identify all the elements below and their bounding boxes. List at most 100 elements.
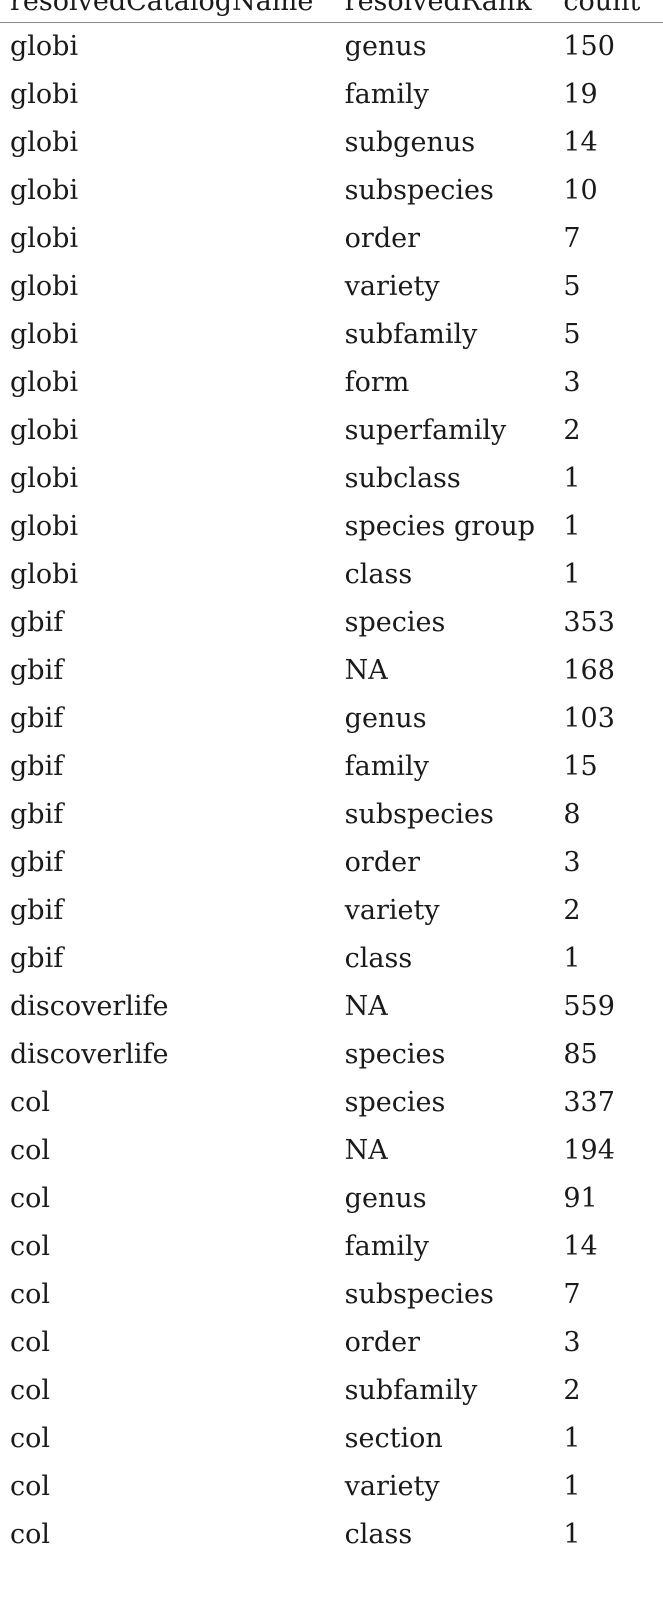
cell-count: 150: [563, 31, 615, 62]
table-row: globi class 1: [0, 551, 663, 599]
cell-count: 15: [563, 751, 598, 782]
cell-count: 1: [563, 559, 581, 590]
cell-catalog-name: globi: [10, 31, 79, 62]
table-row: col subspecies 7: [0, 1271, 663, 1319]
cell-count: 10: [563, 175, 598, 206]
cell-count: 19: [563, 79, 598, 110]
table-row: col section 1: [0, 1415, 663, 1463]
cell-count: 14: [563, 1231, 598, 1262]
cell-rank: subspecies: [344, 1279, 494, 1310]
column-header-resolved-catalog-name: resolvedCatalogName: [0, 0, 335, 23]
cell-rank: family: [344, 751, 429, 782]
table-row: col variety 1: [0, 1463, 663, 1511]
cell-count: 85: [563, 1039, 598, 1070]
cell-rank: subfamily: [344, 319, 478, 350]
cell-catalog-name: discoverlife: [10, 991, 169, 1022]
cell-count: 2: [563, 895, 581, 926]
column-header-resolved-rank: resolvedRank: [334, 0, 554, 23]
table-row: gbif variety 2: [0, 887, 663, 935]
cell-rank: family: [344, 79, 429, 110]
cell-rank: genus: [344, 1183, 427, 1214]
cell-count: 353: [563, 607, 615, 638]
cell-catalog-name: globi: [10, 175, 79, 206]
table-header: resolvedCatalogName resolvedRank count: [0, 0, 663, 23]
table-row: gbif family 15: [0, 743, 663, 791]
header-row: resolvedCatalogName resolvedRank count: [0, 0, 663, 23]
cell-rank: variety: [344, 1471, 440, 1502]
cell-catalog-name: globi: [10, 367, 79, 398]
table-row: globi order 7: [0, 215, 663, 263]
table-row: gbif species 353: [0, 599, 663, 647]
cell-catalog-name: col: [10, 1519, 51, 1550]
cell-catalog-name: gbif: [10, 607, 64, 638]
table-row: discoverlife species 85: [0, 1031, 663, 1079]
cell-catalog-name: globi: [10, 127, 79, 158]
cell-catalog-name: col: [10, 1423, 51, 1454]
cell-catalog-name: col: [10, 1135, 51, 1166]
table-row: globi species group 1: [0, 503, 663, 551]
table-row: globi subgenus 14: [0, 119, 663, 167]
cell-count: 2: [563, 415, 581, 446]
table-row: globi subspecies 10: [0, 167, 663, 215]
cell-rank: subfamily: [344, 1375, 478, 1406]
cell-rank: subspecies: [344, 799, 494, 830]
cell-count: 14: [563, 127, 598, 158]
cell-count: 2: [563, 1375, 581, 1406]
cell-catalog-name: col: [10, 1279, 51, 1310]
table-row: col order 3: [0, 1319, 663, 1367]
table-row: globi family 19: [0, 71, 663, 119]
cell-rank: NA: [344, 1135, 388, 1166]
cell-count: 91: [563, 1183, 598, 1214]
cell-rank: form: [344, 367, 410, 398]
cell-catalog-name: gbif: [10, 799, 64, 830]
cell-rank: class: [344, 943, 413, 974]
table-row: gbif class 1: [0, 935, 663, 983]
cell-catalog-name: col: [10, 1327, 51, 1358]
cell-count: 337: [563, 1087, 615, 1118]
table-row: discoverlife NA 559: [0, 983, 663, 1031]
column-header-count: count: [553, 0, 663, 23]
cell-rank: genus: [344, 703, 427, 734]
cell-count: 5: [563, 271, 581, 302]
cell-count: 103: [563, 703, 615, 734]
cell-rank: class: [344, 559, 413, 590]
cell-count: 1: [563, 1471, 581, 1502]
cell-catalog-name: globi: [10, 559, 79, 590]
table-row: globi variety 5: [0, 263, 663, 311]
cell-catalog-name: col: [10, 1375, 51, 1406]
table-row: gbif genus 103: [0, 695, 663, 743]
cell-count: 1: [563, 1423, 581, 1454]
cell-rank: species group: [344, 511, 536, 542]
cell-count: 7: [563, 1279, 581, 1310]
cell-rank: subclass: [344, 463, 461, 494]
cell-catalog-name: gbif: [10, 751, 64, 782]
cell-rank: section: [344, 1423, 443, 1454]
cell-rank: genus: [344, 31, 427, 62]
cell-count: 1: [563, 943, 581, 974]
cell-rank: superfamily: [344, 415, 507, 446]
cell-count: 5: [563, 319, 581, 350]
cell-catalog-name: gbif: [10, 655, 64, 686]
cell-rank: order: [344, 223, 420, 254]
cell-rank: subgenus: [344, 127, 476, 158]
cell-catalog-name: gbif: [10, 943, 64, 974]
results-table: resolvedCatalogName resolvedRank count g…: [0, 0, 663, 1560]
table-body: globi genus 150 globi family 19 globi subgenus 1…: [0, 23, 663, 1560]
table-row: globi subfamily 5: [0, 311, 663, 359]
cell-count: 7: [563, 223, 581, 254]
table-row: col genus 91: [0, 1175, 663, 1223]
cell-count: 8: [563, 799, 581, 830]
table-row: col NA 194: [0, 1127, 663, 1175]
cell-rank: species: [344, 607, 446, 638]
cell-catalog-name: gbif: [10, 895, 64, 926]
cell-catalog-name: col: [10, 1231, 51, 1262]
cell-count: 1: [563, 511, 581, 542]
cell-rank: order: [344, 847, 420, 878]
cell-catalog-name: globi: [10, 223, 79, 254]
cell-rank: species: [344, 1039, 446, 1070]
cell-catalog-name: col: [10, 1087, 51, 1118]
table-row: gbif order 3: [0, 839, 663, 887]
table-row: gbif subspecies 8: [0, 791, 663, 839]
table-row: globi superfamily 2: [0, 407, 663, 455]
cell-rank: variety: [344, 895, 440, 926]
